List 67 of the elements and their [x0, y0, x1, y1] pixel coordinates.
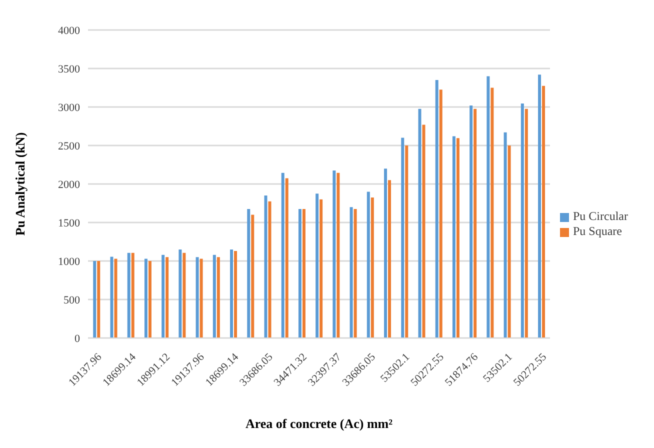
bar	[251, 214, 254, 338]
x-axis-title: Area of concrete (Ac) mm²	[245, 416, 393, 431]
bar	[401, 138, 404, 338]
bar	[97, 261, 100, 338]
bar	[316, 194, 319, 338]
y-tick-label: 1500	[58, 217, 80, 230]
bar	[336, 172, 340, 338]
bar	[148, 261, 152, 338]
bar	[490, 88, 494, 338]
bar	[144, 258, 148, 338]
bar	[405, 146, 408, 338]
bar	[162, 254, 165, 338]
bar	[520, 104, 524, 338]
bar	[302, 209, 306, 338]
bar	[456, 138, 460, 338]
bar	[234, 250, 238, 338]
bar	[166, 257, 169, 338]
y-tick-label: 1000	[58, 256, 80, 268]
bar	[114, 258, 118, 338]
y-tick-label: 3500	[58, 63, 80, 76]
bar	[474, 108, 477, 338]
bar	[127, 252, 130, 338]
bar	[542, 86, 546, 338]
y-tick-label: 4000	[58, 24, 80, 37]
bar	[182, 252, 186, 338]
bar	[524, 108, 528, 338]
bar	[216, 257, 220, 338]
bar	[418, 108, 422, 338]
bar	[110, 256, 114, 338]
bar	[470, 105, 473, 338]
bar	[320, 199, 323, 338]
bar	[435, 80, 438, 338]
y-tick-label: 500	[64, 294, 80, 306]
bar	[422, 124, 426, 338]
bar	[538, 74, 542, 338]
bar	[508, 146, 511, 338]
y-tick-label: 3000	[58, 102, 80, 114]
bar	[178, 249, 182, 338]
bar	[285, 178, 288, 338]
bar	[281, 172, 284, 338]
bar	[200, 258, 203, 338]
bar	[93, 261, 96, 338]
bar	[354, 209, 357, 338]
bar	[366, 192, 370, 338]
bar	[350, 207, 353, 338]
bar	[504, 132, 507, 338]
bar	[230, 249, 234, 338]
bar	[264, 196, 268, 338]
bar	[388, 180, 392, 338]
bar	[298, 209, 302, 338]
legend-label: Pu Square	[573, 224, 622, 238]
bar	[247, 209, 250, 338]
y-tick-label: 2500	[58, 140, 80, 152]
y-tick-label: 0	[74, 332, 80, 345]
bar	[452, 136, 456, 338]
bar	[268, 201, 272, 338]
bar	[196, 257, 199, 338]
bar	[486, 76, 490, 338]
legend-label: Pu Circular	[573, 209, 628, 223]
bar	[332, 170, 336, 338]
bar	[439, 90, 442, 338]
bar	[384, 168, 388, 338]
y-tick-label: 2000	[58, 178, 80, 191]
y-axis-title: Pu Analytical (kN)	[12, 132, 28, 236]
bar	[131, 252, 134, 338]
bar	[212, 254, 216, 338]
bar	[370, 197, 374, 338]
